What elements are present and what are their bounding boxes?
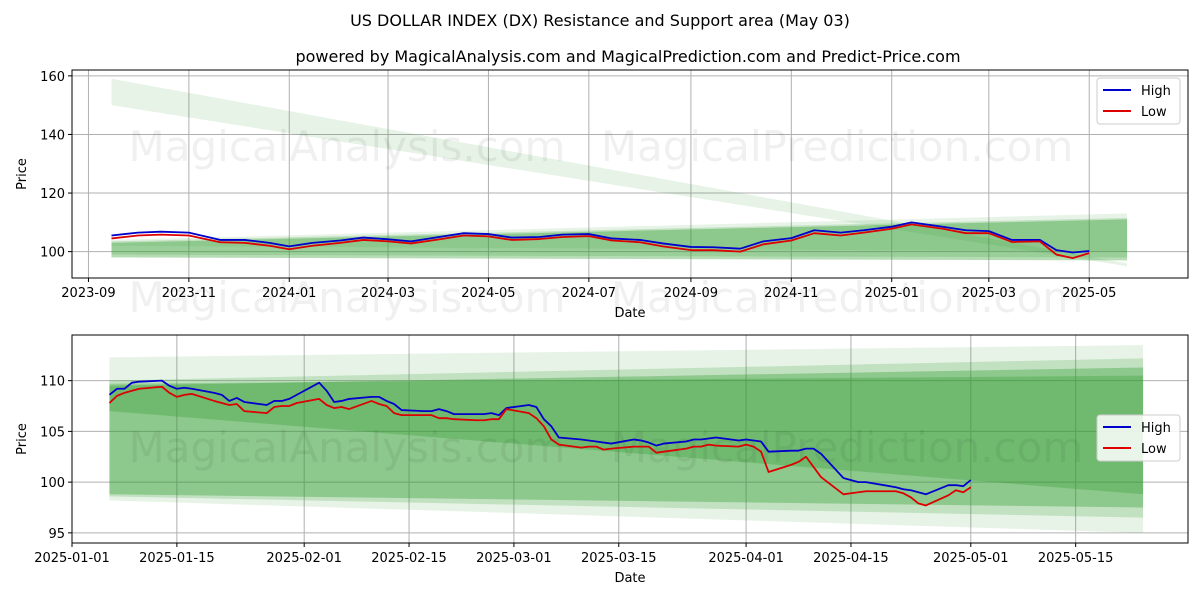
watermark-text: MagicalPrediction.com xyxy=(601,122,1074,171)
watermark-text: MagicalAnalysis.com xyxy=(129,273,566,322)
watermark-group: MagicalAnalysis.com MagicalPrediction.com… xyxy=(129,122,1084,322)
x-axis: 2025-01-01 2025-01-15 2025-02-01 2025-02-15… xyxy=(34,543,1113,586)
y-tick-label: 140 xyxy=(40,128,65,143)
band-1 xyxy=(109,358,1144,518)
x-tick-label: 2025-05-15 xyxy=(1038,551,1114,566)
x-axis: 2023-09 2023-11 2024-01 2024-03 2024-05 2024-… xyxy=(61,278,1116,321)
x-tick-label: 2024-05 xyxy=(461,286,515,301)
y-axis: 95 100 105 110 Price xyxy=(15,375,72,542)
legend: High Low xyxy=(1096,77,1181,125)
y-tick-label: 110 xyxy=(40,375,65,390)
x-axis-label: Date xyxy=(614,571,645,586)
band-group xyxy=(109,345,1144,533)
x-tick-label: 2024-11 xyxy=(764,286,818,301)
x-tick-label: 2024-01 xyxy=(262,286,316,301)
y-axis-label: Price xyxy=(15,423,30,455)
x-axis-label: Date xyxy=(614,306,645,321)
series-line-low xyxy=(111,223,1090,259)
series-group xyxy=(111,221,1090,259)
y-axis: 100 120 140 160 Price xyxy=(15,70,72,261)
x-tick-label: 2025-05 xyxy=(1062,286,1116,301)
x-tick-label: 2025-03-15 xyxy=(581,551,657,566)
axes-frame xyxy=(71,334,1189,544)
band-3 xyxy=(111,213,1128,252)
watermark-group: MagicalAnalysis.com MagicalPrediction.com xyxy=(129,423,1084,472)
watermark-text: MagicalAnalysis.com xyxy=(129,423,566,472)
watermark-text: MagicalPrediction.com xyxy=(611,423,1084,472)
x-tick-label: 2024-07 xyxy=(562,286,616,301)
series-line-high xyxy=(111,221,1090,254)
band-group xyxy=(111,78,1128,267)
x-tick-label: 2025-01-15 xyxy=(139,551,215,566)
x-tick-label: 2024-09 xyxy=(664,286,718,301)
axes-frame xyxy=(71,69,1189,279)
legend-label-low: Low xyxy=(1141,105,1167,120)
y-tick-label: 120 xyxy=(40,187,65,202)
series-group xyxy=(108,379,972,507)
top-chart-panel: MagicalAnalysis.com MagicalPrediction.com… xyxy=(15,69,1189,322)
x-tick-label: 2025-02-15 xyxy=(371,551,447,566)
series-line-low xyxy=(108,385,972,507)
chart-title: US DOLLAR INDEX (DX) Resistance and Supp… xyxy=(350,11,850,30)
x-tick-label: 2025-01-01 xyxy=(34,551,110,566)
legend: High Low xyxy=(1096,414,1181,462)
y-tick-label: 105 xyxy=(40,425,65,440)
band-2 xyxy=(111,217,1128,258)
legend-label-high: High xyxy=(1141,421,1171,436)
x-tick-label: 2025-05-01 xyxy=(933,551,1009,566)
legend-label-high: High xyxy=(1141,84,1171,99)
y-tick-label: 100 xyxy=(40,476,65,491)
x-tick-label: 2025-03-01 xyxy=(476,551,552,566)
watermark-text: MagicalAnalysis.com xyxy=(129,122,566,171)
band-3 xyxy=(109,375,1144,495)
y-tick-label: 95 xyxy=(48,527,65,542)
x-tick-label: 2025-04-01 xyxy=(708,551,784,566)
watermark-text: MagicalPrediction.com xyxy=(611,273,1084,322)
band-0 xyxy=(111,78,1128,267)
x-tick-label: 2025-03 xyxy=(962,286,1016,301)
legend-label-low: Low xyxy=(1141,442,1167,457)
grid xyxy=(71,335,1188,543)
bottom-chart-panel: MagicalAnalysis.com MagicalPrediction.com… xyxy=(15,334,1189,586)
x-tick-label: 2025-04-15 xyxy=(813,551,889,566)
x-tick-label: 2023-09 xyxy=(61,286,115,301)
y-tick-label: 160 xyxy=(40,70,65,85)
grid xyxy=(72,70,1188,278)
x-tick-label: 2023-11 xyxy=(162,286,216,301)
x-tick-label: 2024-03 xyxy=(361,286,415,301)
series-line-high xyxy=(108,379,972,496)
y-tick-label: 100 xyxy=(40,246,65,261)
x-tick-label: 2025-02-01 xyxy=(266,551,342,566)
y-axis-label: Price xyxy=(15,158,30,190)
chart-subtitle: powered by MagicalAnalysis.com and Magic… xyxy=(295,47,960,66)
x-tick-label: 2025-01 xyxy=(865,286,919,301)
